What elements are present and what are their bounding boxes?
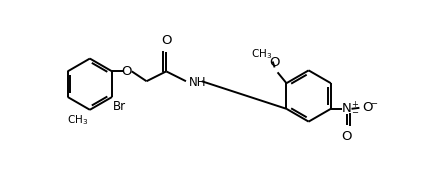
- Text: +: +: [352, 100, 359, 109]
- Text: O: O: [121, 65, 132, 78]
- Text: O: O: [270, 56, 280, 69]
- Text: CH$_3$: CH$_3$: [251, 47, 273, 60]
- Text: −: −: [352, 108, 359, 117]
- Text: NH: NH: [189, 76, 206, 89]
- Text: Br: Br: [113, 100, 126, 113]
- Text: O: O: [161, 34, 172, 47]
- Text: N: N: [342, 102, 352, 115]
- Text: O: O: [341, 130, 352, 142]
- Text: −: −: [370, 99, 377, 108]
- Text: O: O: [362, 101, 373, 114]
- Text: CH$_3$: CH$_3$: [67, 113, 88, 127]
